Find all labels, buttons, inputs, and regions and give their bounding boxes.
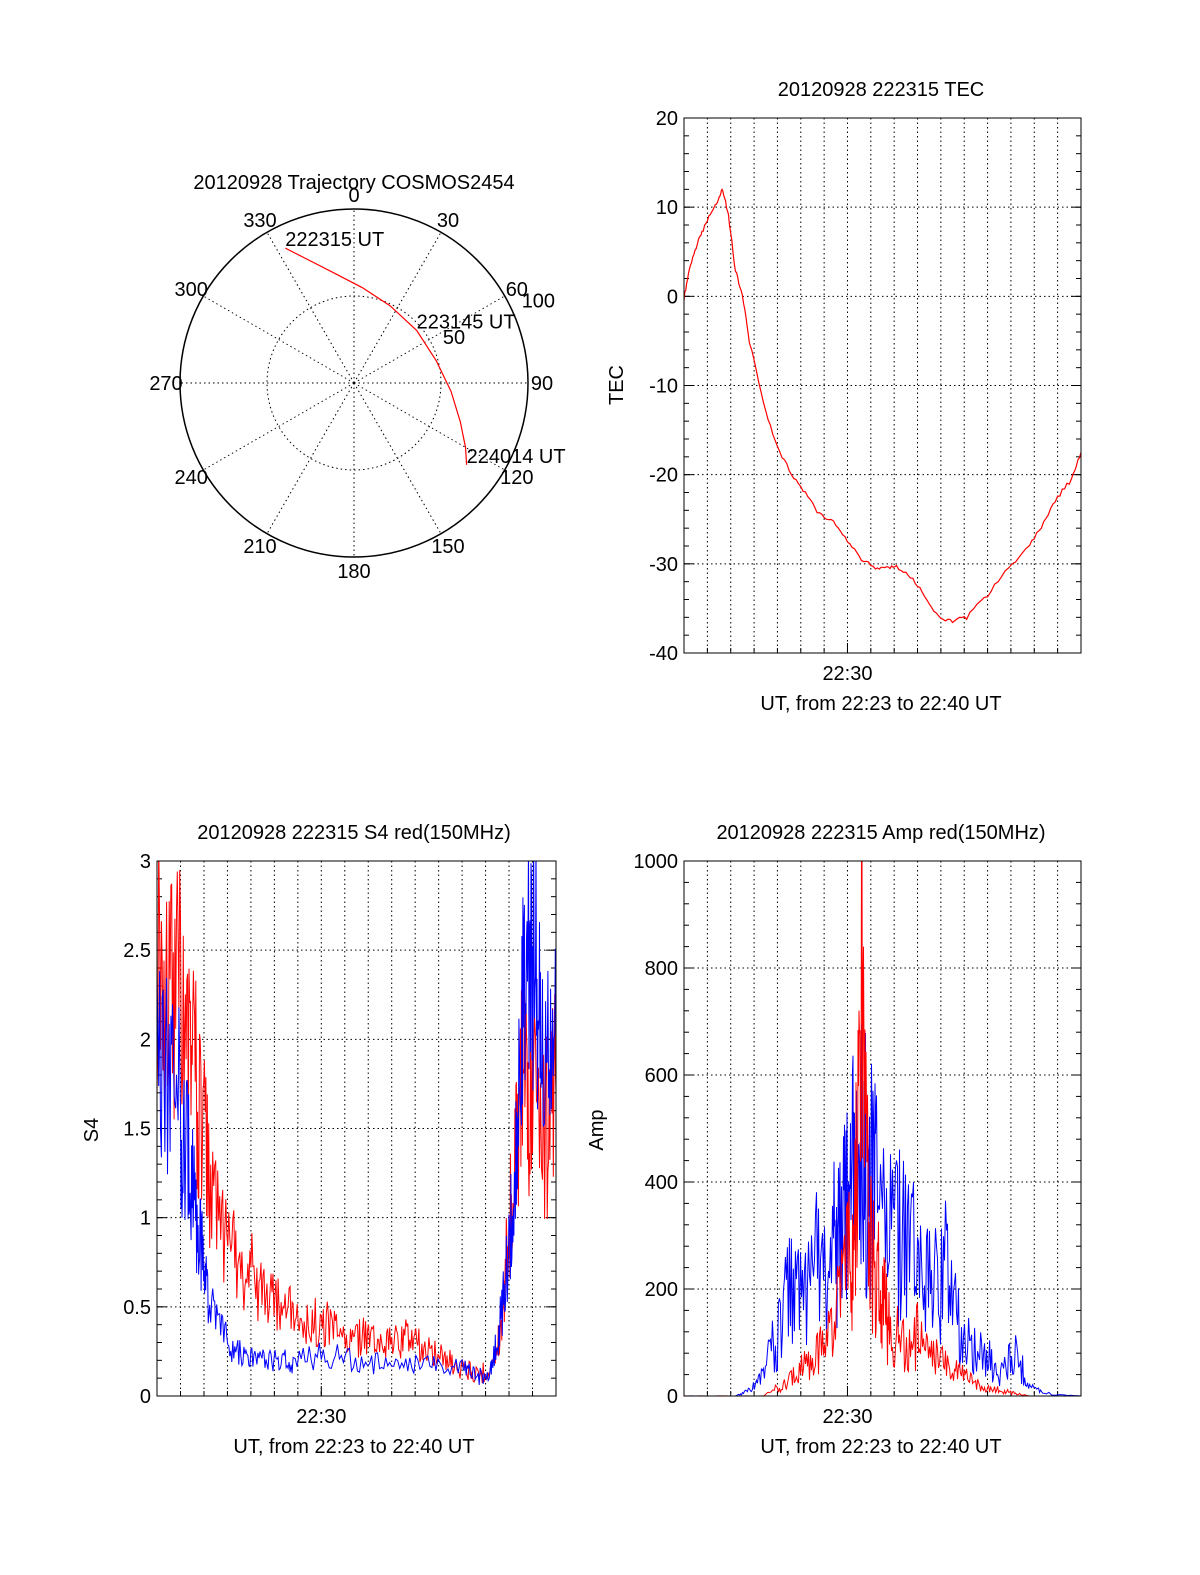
polar-theta-label: 330 (243, 210, 276, 232)
y-tick-label: 800 (645, 958, 678, 980)
y-tick-label: 400 (645, 1172, 678, 1194)
amp-xlabel: UT, from 22:23 to 22:40 UT (760, 1436, 1001, 1458)
polar-theta-label: 150 (431, 536, 464, 558)
polar-grid (179, 208, 529, 558)
series-line (684, 1024, 1081, 1396)
y-tick-label: -40 (649, 643, 678, 665)
amp-plot-area: 1000 800 600 400 200 0 22:30 (634, 851, 1082, 1428)
s4-plot-area: 3 2.5 2 1.5 1 0.5 0 22:30 (123, 851, 557, 1428)
polar-spoke (353, 382, 442, 534)
polar-theta-label: 300 (174, 279, 207, 301)
y-tick-label: 20 (656, 108, 678, 130)
trajectory-title: 20120928 Trajectory COSMOS2454 (193, 172, 514, 194)
polar-outer-circle (179, 208, 529, 558)
y-tick-label: -20 (649, 465, 678, 487)
polar-spoke (203, 295, 355, 384)
trajectory-annotation: 224014 UT (467, 446, 566, 468)
polar-theta-label: 0 (348, 185, 359, 207)
series-line (157, 861, 556, 1386)
series-line (157, 861, 556, 1384)
series-line (684, 188, 1081, 624)
polar-spoke (353, 232, 442, 384)
tec-panel: 20120928 222315 TEC 20 10 0 -10 -20 -30 -40 22:… (606, 79, 1082, 715)
polar-spoke (266, 232, 355, 384)
polar-theta-label: 270 (149, 373, 182, 395)
s4-xlabel: UT, from 22:23 to 22:40 UT (233, 1436, 474, 1458)
plot-frame (683, 117, 1082, 654)
trajectory-panel: 20120928 Trajectory COSMOS2454 0 30 60 90 12… (149, 172, 565, 583)
y-tick-label: 3 (140, 851, 151, 873)
tec-plot-area: 20 10 0 -10 -20 -30 -40 22:30 (649, 108, 1082, 685)
polar-theta-label: 60 (506, 279, 528, 301)
polar-spoke (203, 382, 355, 471)
polar-spoke (266, 382, 355, 534)
y-tick-label: 1 (140, 1208, 151, 1230)
plot-frame (683, 860, 1082, 1397)
series-line (684, 861, 1081, 1396)
y-tick-label: 1.5 (123, 1119, 151, 1141)
polar-radial-label: 100 (522, 290, 555, 312)
polar-series (285, 247, 468, 465)
x-tick-label: 22:30 (296, 1406, 346, 1428)
s4-ylabel: S4 (81, 1118, 103, 1142)
polar-theta-label: 240 (174, 467, 207, 489)
y-tick-label: -10 (649, 376, 678, 398)
y-tick-label: -30 (649, 554, 678, 576)
y-tick-label: 0 (667, 1386, 678, 1408)
trajectory-annotation: 223145 UT (417, 311, 516, 333)
y-tick-label: 600 (645, 1065, 678, 1087)
trajectory-annotation: 222315 UT (285, 229, 384, 251)
trajectory-line (285, 247, 468, 465)
polar-spoke (353, 382, 505, 471)
polar-theta-label: 30 (437, 210, 459, 232)
plot-frame (156, 860, 557, 1397)
polar-spoke (353, 295, 505, 384)
y-tick-label: 10 (656, 197, 678, 219)
y-tick-label: 200 (645, 1279, 678, 1301)
y-tick-label: 2 (140, 1029, 151, 1051)
polar-theta-label: 180 (337, 561, 370, 583)
s4-title: 20120928 222315 S4 red(150MHz) (197, 822, 511, 844)
polar-radial-label: 50 (443, 327, 465, 349)
y-tick-label: 2.5 (123, 940, 151, 962)
polar-theta-label: 210 (243, 536, 276, 558)
y-tick-label: 0 (140, 1386, 151, 1408)
y-tick-label: 1000 (634, 851, 679, 873)
x-tick-label: 22:30 (822, 1406, 872, 1428)
polar-theta-label: 120 (500, 467, 533, 489)
tec-xlabel: UT, from 22:23 to 22:40 UT (760, 693, 1001, 715)
s4-panel: 20120928 222315 S4 red(150MHz) 3 2.5 2 1.5 1… (81, 822, 557, 1458)
y-tick-label: 0.5 (123, 1297, 151, 1319)
amp-panel: 20120928 222315 Amp red(150MHz) 1000 800 6… (586, 822, 1082, 1458)
amp-ylabel: Amp (586, 1109, 608, 1150)
amp-title: 20120928 222315 Amp red(150MHz) (716, 822, 1045, 844)
tec-title: 20120928 222315 TEC (778, 79, 984, 101)
y-tick-label: 0 (667, 286, 678, 308)
polar-theta-label: 90 (531, 373, 553, 395)
tec-ylabel: TEC (606, 365, 628, 405)
x-tick-label: 22:30 (822, 663, 872, 685)
polar-labels: 0 30 60 90 120 150 180 210 240 270 300 330 50 100 2223… (149, 185, 565, 583)
